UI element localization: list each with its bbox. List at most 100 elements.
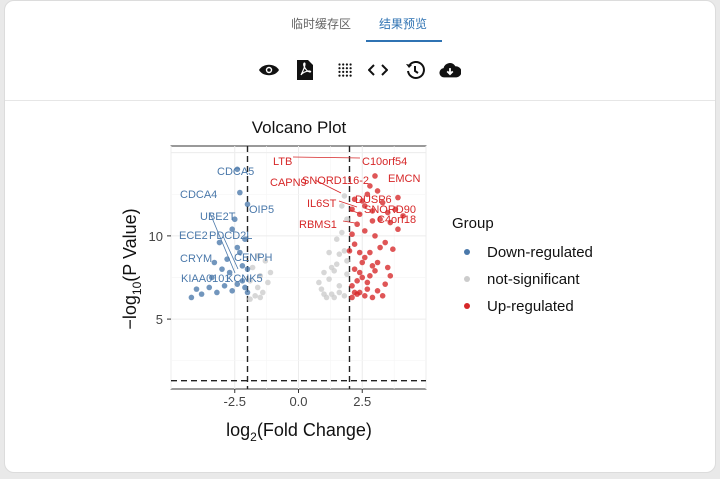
- point-ns: [254, 253, 261, 259]
- point-up: [359, 198, 366, 204]
- point-ns: [341, 292, 348, 299]
- legend-swatch-ns: [464, 276, 470, 282]
- point-up: [362, 203, 368, 209]
- point-up: [369, 294, 376, 301]
- point-down: [211, 259, 218, 266]
- gene-label-down: KCNK5: [226, 273, 263, 285]
- point-ns: [341, 248, 348, 254]
- y-tick-label: 5: [156, 312, 163, 327]
- label-leader-line: [314, 179, 342, 194]
- point-up: [367, 273, 373, 279]
- cloud-download-icon[interactable]: [439, 59, 461, 81]
- label-leader-line: [222, 235, 239, 270]
- point-down: [244, 289, 251, 296]
- pdf-icon[interactable]: [294, 59, 316, 81]
- tab-result-preview[interactable]: 结果预览: [379, 17, 428, 31]
- point-up: [374, 259, 381, 266]
- point-up: [369, 208, 376, 214]
- point-ns: [247, 278, 253, 284]
- gene-label-down: CDCA5: [217, 166, 254, 178]
- point-up: [351, 289, 358, 296]
- point-down: [244, 201, 251, 208]
- point-ns: [344, 258, 350, 264]
- gene-label-up: SNORD90: [364, 204, 416, 216]
- point-down: [242, 284, 248, 291]
- point-down: [219, 266, 225, 272]
- label-leader-line: [342, 220, 356, 224]
- point-ns: [252, 292, 258, 299]
- point-ns: [333, 236, 340, 243]
- gene-label-up: DUSP6: [355, 194, 392, 206]
- eye-icon[interactable]: [258, 59, 280, 81]
- point-up: [364, 191, 371, 198]
- point-ns: [316, 279, 322, 286]
- toolbar-divider: [5, 100, 715, 101]
- gene-label-down: OIP5: [249, 204, 274, 216]
- history-icon[interactable]: [404, 59, 426, 81]
- legend-label-down: Down-regulated: [487, 244, 593, 261]
- point-up: [367, 249, 373, 256]
- point-down: [226, 269, 233, 276]
- gene-label-down: PDCD2L: [209, 230, 252, 242]
- point-down: [234, 281, 241, 287]
- gene-label-down: CDCA4: [180, 189, 217, 201]
- point-down: [209, 274, 215, 281]
- point-up: [354, 278, 360, 284]
- point-down: [229, 226, 235, 233]
- label-leader-line: [292, 156, 361, 159]
- point-up: [359, 274, 366, 281]
- point-ns: [326, 249, 332, 256]
- point-ns: [249, 264, 256, 271]
- grid-icon[interactable]: [334, 59, 356, 81]
- point-up: [374, 288, 381, 294]
- point-up: [354, 221, 360, 228]
- point-ns: [254, 284, 261, 291]
- point-up: [379, 292, 386, 299]
- point-up: [379, 199, 386, 206]
- x-tick-label: 2.5: [353, 394, 371, 409]
- point-up: [390, 246, 396, 252]
- point-up: [367, 183, 373, 189]
- point-ns: [344, 216, 350, 223]
- point-up: [387, 273, 394, 279]
- x-tick-label: 0.0: [289, 394, 307, 409]
- point-down: [229, 288, 235, 294]
- point-up: [356, 249, 363, 256]
- point-down: [239, 278, 246, 284]
- point-ns: [328, 264, 335, 271]
- label-leader-line: [209, 212, 236, 274]
- point-up: [364, 279, 371, 286]
- gene-label-down: CRYM: [180, 253, 212, 265]
- y-tick-label: 10: [149, 229, 163, 244]
- axis-ticks: -2.5 0.0 2.5 5 10: [149, 229, 372, 409]
- code-icon[interactable]: [367, 59, 389, 81]
- point-up: [377, 216, 383, 223]
- point-up: [356, 289, 363, 296]
- tab-temp-cache[interactable]: 临时缓存区: [291, 17, 352, 31]
- point-up: [372, 268, 378, 274]
- result-panel: 临时缓存区 结果预览 Volcano Plot CDCA5 CDCA4 OIP5 UB…: [4, 0, 716, 473]
- point-down: [221, 283, 228, 289]
- point-up: [356, 269, 363, 276]
- point-up: [346, 248, 353, 254]
- point-down: [244, 266, 251, 272]
- toolbar: [5, 59, 715, 83]
- point-down: [214, 289, 220, 296]
- point-up: [382, 281, 389, 287]
- point-up: [384, 264, 391, 271]
- point-up: [372, 173, 378, 179]
- point-down: [198, 291, 205, 297]
- point-up: [351, 266, 358, 272]
- point-up: [359, 259, 366, 266]
- point-up: [395, 226, 401, 233]
- gene-label-up: C10orf54: [362, 156, 407, 168]
- point-up: [349, 231, 355, 238]
- point-up: [384, 209, 391, 216]
- point-ns: [336, 251, 343, 257]
- point-up: [374, 188, 381, 194]
- point-ns: [336, 289, 343, 296]
- point-down: [216, 239, 223, 246]
- point-ns: [339, 229, 345, 236]
- point-ns: [339, 203, 345, 209]
- gene-label-up: SNORD116-2: [302, 175, 369, 187]
